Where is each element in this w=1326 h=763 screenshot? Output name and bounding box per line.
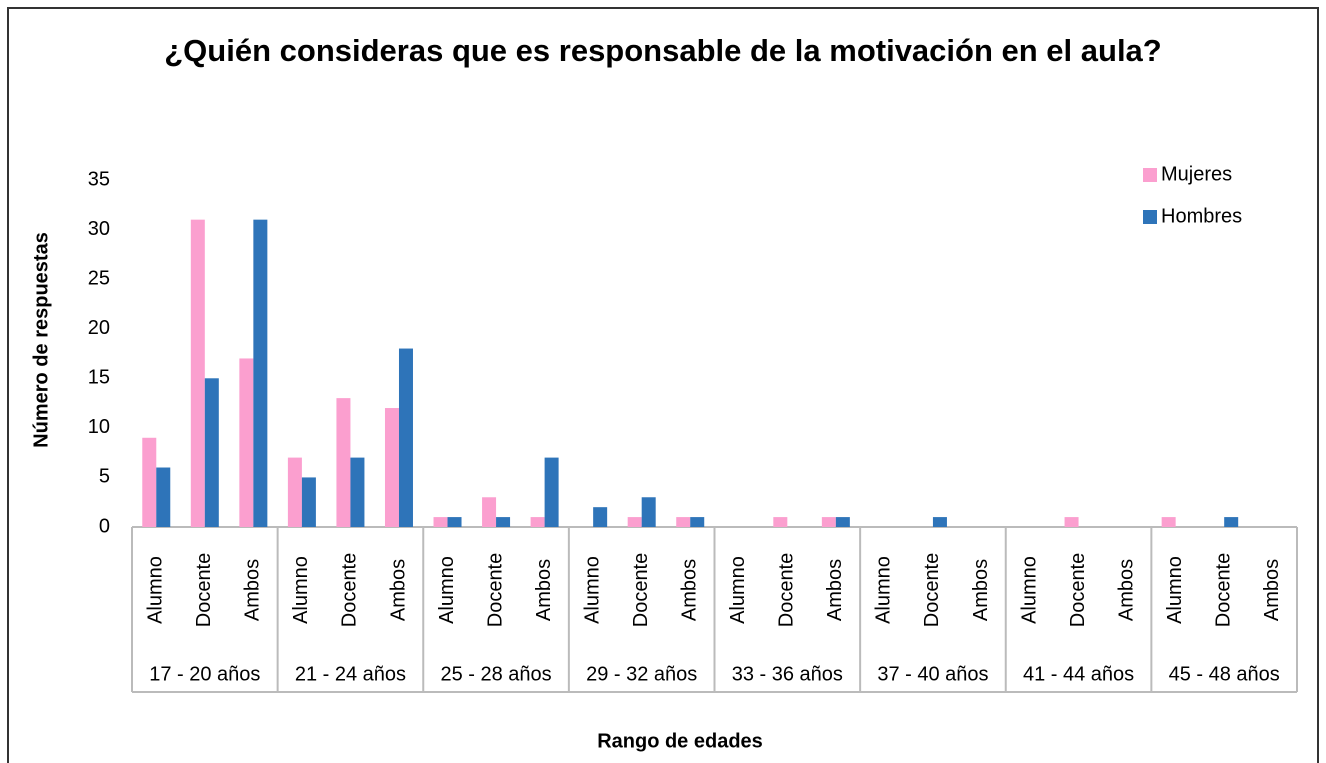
x-tick-label: Alumno <box>1018 556 1040 624</box>
x-tick-label: Docente <box>339 553 361 628</box>
x-tick-label: Alumno <box>436 556 458 624</box>
x-tick-label: Alumno <box>727 556 749 624</box>
group-label: 41 - 44 años <box>1023 663 1134 685</box>
bar <box>190 219 205 527</box>
bar <box>821 517 836 527</box>
bar <box>253 219 268 527</box>
y-tick-label: 25 <box>88 267 110 289</box>
bar <box>301 477 316 527</box>
bar <box>142 437 157 527</box>
bar <box>156 467 171 527</box>
x-tick-label: Alumno <box>581 556 603 624</box>
bar <box>384 408 399 527</box>
x-axis-label: Rango de edades <box>597 730 763 752</box>
y-tick-label: 10 <box>88 416 110 438</box>
bar <box>1224 517 1239 527</box>
group-label: 33 - 36 años <box>732 663 843 685</box>
y-tick-label: 30 <box>88 218 110 240</box>
y-tick-label: 5 <box>99 466 110 488</box>
bar <box>350 457 365 527</box>
x-tick-label: Alumno <box>145 556 167 624</box>
y-axis-label: Número de respuestas <box>30 232 52 448</box>
bar <box>482 497 497 527</box>
group-label: 21 - 24 años <box>295 663 406 685</box>
chart-title: ¿Quién consideras que es responsable de … <box>164 33 1162 68</box>
x-tick-label: Docente <box>921 553 943 628</box>
x-tick-label: Ambos <box>824 559 846 621</box>
y-tick-label: 15 <box>88 367 110 389</box>
bar <box>398 348 413 527</box>
x-tick-label: Alumno <box>873 556 895 624</box>
bar <box>1161 517 1176 527</box>
bar <box>204 378 219 527</box>
bar <box>1064 517 1079 527</box>
x-tick-label: Docente <box>1067 553 1089 628</box>
legend-swatch <box>1143 210 1157 224</box>
bar <box>773 517 788 527</box>
y-tick-label: 0 <box>99 515 110 537</box>
frame <box>7 7 1319 763</box>
y-tick-label: 35 <box>88 168 110 190</box>
legend-swatch <box>1143 168 1157 182</box>
legend-label: Mujeres <box>1161 163 1232 185</box>
bar <box>676 517 691 527</box>
x-tick-label: Docente <box>193 553 215 628</box>
bar <box>627 517 642 527</box>
group-label: 25 - 28 años <box>440 663 551 685</box>
group-label: 45 - 48 años <box>1169 663 1280 685</box>
x-tick-label: Alumno <box>1164 556 1186 624</box>
x-tick-label: Docente <box>630 553 652 628</box>
group-label: 29 - 32 años <box>586 663 697 685</box>
bar <box>593 507 608 527</box>
x-tick-label: Docente <box>776 553 798 628</box>
bar <box>433 517 448 527</box>
bar <box>530 517 545 527</box>
x-tick-label: Ambos <box>970 559 992 621</box>
bar <box>447 517 462 527</box>
bar <box>690 517 705 527</box>
x-tick-label: Ambos <box>1261 559 1283 621</box>
legend-label: Hombres <box>1161 205 1242 227</box>
x-tick-label: Docente <box>1212 553 1234 628</box>
x-tick-label: Ambos <box>242 559 264 621</box>
bar <box>835 517 850 527</box>
y-tick-label: 20 <box>88 317 110 339</box>
x-tick-label: Ambos <box>1115 559 1137 621</box>
bar <box>932 517 947 527</box>
bar <box>641 497 656 527</box>
bar <box>239 358 254 527</box>
x-tick-label: Ambos <box>533 559 555 621</box>
bar <box>496 517 511 527</box>
group-label: 17 - 20 años <box>149 663 260 685</box>
bar <box>287 457 302 527</box>
group-label: 37 - 40 años <box>877 663 988 685</box>
bar <box>336 398 351 527</box>
x-tick-label: Ambos <box>387 559 409 621</box>
x-tick-label: Ambos <box>679 559 701 621</box>
x-tick-label: Docente <box>484 553 506 628</box>
x-tick-label: Alumno <box>290 556 312 624</box>
bar <box>544 457 559 527</box>
